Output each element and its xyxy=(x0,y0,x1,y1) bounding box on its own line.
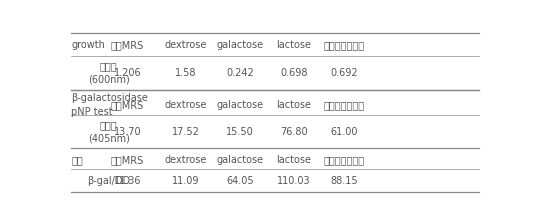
Text: growth: growth xyxy=(71,40,105,50)
Text: 76.80: 76.80 xyxy=(280,127,308,137)
Text: 11.09: 11.09 xyxy=(172,176,199,186)
Text: 흥광도
(405nm): 흥광도 (405nm) xyxy=(88,120,129,143)
Text: lactose: lactose xyxy=(277,40,311,50)
Text: 시판MRS: 시판MRS xyxy=(111,40,144,50)
Text: 갈락토올리고당: 갈락토올리고당 xyxy=(323,100,365,110)
Text: 역가: 역가 xyxy=(71,155,83,165)
Text: 110.03: 110.03 xyxy=(277,176,311,186)
Text: 0.698: 0.698 xyxy=(280,68,308,78)
Text: 흥광도
(600nm): 흥광도 (600nm) xyxy=(88,61,129,85)
Text: 갈락토올리고당: 갈락토올리고당 xyxy=(323,155,365,165)
Text: lactose: lactose xyxy=(277,100,311,110)
Text: 11.36: 11.36 xyxy=(114,176,141,186)
Text: 시판MRS: 시판MRS xyxy=(111,100,144,110)
Text: galactose: galactose xyxy=(216,155,264,165)
Text: galactose: galactose xyxy=(216,100,264,110)
Text: β-galactosidase
pNP test: β-galactosidase pNP test xyxy=(71,93,148,117)
Text: β-gal/OD: β-gal/OD xyxy=(87,176,130,186)
Text: 1.206: 1.206 xyxy=(114,68,141,78)
Text: 64.05: 64.05 xyxy=(226,176,253,186)
Text: 61.00: 61.00 xyxy=(330,127,358,137)
Text: dextrose: dextrose xyxy=(164,155,207,165)
Text: galactose: galactose xyxy=(216,40,264,50)
Text: lactose: lactose xyxy=(277,155,311,165)
Text: 0.692: 0.692 xyxy=(330,68,358,78)
Text: 13.70: 13.70 xyxy=(114,127,141,137)
Text: dextrose: dextrose xyxy=(164,40,207,50)
Text: 15.50: 15.50 xyxy=(226,127,253,137)
Text: 갈락토올리고당: 갈락토올리고당 xyxy=(323,40,365,50)
Text: 시판MRS: 시판MRS xyxy=(111,155,144,165)
Text: dextrose: dextrose xyxy=(164,100,207,110)
Text: 17.52: 17.52 xyxy=(172,127,200,137)
Text: 1.58: 1.58 xyxy=(175,68,197,78)
Text: 88.15: 88.15 xyxy=(330,176,358,186)
Text: 0.242: 0.242 xyxy=(226,68,253,78)
